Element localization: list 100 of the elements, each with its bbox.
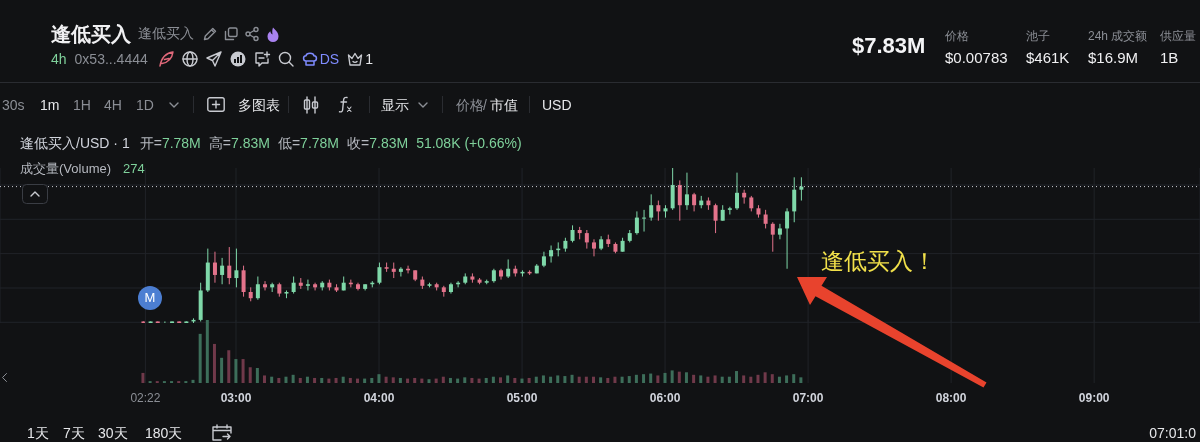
bar [534, 376, 538, 383]
bar [413, 377, 417, 383]
bar [377, 374, 381, 383]
bar [220, 357, 224, 383]
candlestick [634, 210, 639, 236]
text: 市值 [490, 97, 518, 113]
bar [506, 375, 510, 383]
bar [270, 376, 274, 383]
bar [191, 379, 195, 383]
bar [398, 377, 402, 383]
bar [327, 378, 331, 383]
bar [255, 367, 259, 383]
text: 价格 [945, 28, 969, 44]
annotation: 274 [123, 160, 145, 178]
bar [770, 374, 774, 383]
text: 池子 [1026, 28, 1050, 44]
candlestick [398, 266, 403, 277]
bar [777, 376, 781, 383]
bar [599, 377, 603, 383]
candlestick [506, 258, 511, 279]
candlestick [227, 246, 232, 285]
bar [212, 343, 216, 383]
bar [563, 376, 567, 383]
bar [756, 374, 760, 383]
bar [713, 375, 717, 383]
text: 30s [2, 97, 25, 113]
bar [491, 376, 495, 383]
candlestick [263, 280, 268, 291]
candlestick [777, 223, 782, 240]
text: 价格 [456, 97, 484, 113]
bar [363, 378, 367, 383]
candlestick [549, 245, 554, 264]
text: 24h 成交额 [1088, 28, 1148, 44]
candlestick [377, 262, 382, 285]
candlestick [591, 238, 596, 257]
bar [606, 377, 610, 383]
x-tick-label: 06:00 [649, 391, 681, 405]
bar [234, 359, 238, 383]
candlestick [305, 279, 310, 291]
x-tick-label: 02:22 [130, 391, 161, 405]
chart-title: 成交量(Volume) [20, 160, 112, 178]
text: 1 [365, 51, 373, 67]
bar [141, 372, 145, 383]
candlestick [727, 206, 732, 215]
bar [541, 375, 545, 383]
text: 180天 [145, 425, 183, 441]
bar [613, 376, 617, 383]
bar [384, 376, 388, 383]
bar [584, 376, 588, 383]
candlestick [799, 176, 804, 202]
bar [799, 377, 803, 383]
text: $0.00783 [945, 49, 1008, 66]
bar [670, 370, 674, 383]
candlestick [584, 229, 589, 250]
x-tick-label: 05:00 [506, 391, 538, 405]
candlestick [313, 282, 318, 291]
bar [706, 376, 710, 383]
bar [341, 376, 345, 383]
candlestick [241, 265, 246, 298]
bar [370, 377, 374, 383]
candlestick [763, 209, 768, 229]
bar [484, 377, 488, 383]
text: 7天 [63, 425, 85, 441]
bar [391, 377, 395, 383]
bar [513, 377, 517, 383]
bar [577, 376, 581, 383]
text: 51.08K (+0.66%) [416, 135, 522, 151]
bar [792, 374, 796, 383]
candlestick [234, 248, 239, 288]
text: 0x53...4444 [74, 51, 148, 67]
bar [477, 378, 481, 383]
annotation: 逢低买入！ [821, 248, 936, 274]
bar [642, 374, 646, 383]
bar [463, 377, 467, 383]
text: 07:01:0 [1149, 425, 1196, 441]
text: 逢低买入 [51, 22, 131, 46]
bar [520, 378, 524, 383]
bar [749, 376, 753, 383]
bar [527, 377, 531, 383]
bar [284, 376, 288, 383]
bar [227, 350, 231, 383]
text: 1天 [27, 425, 49, 441]
bar [420, 378, 424, 383]
bar [649, 373, 653, 383]
bar [742, 375, 746, 383]
x-tick-label: 04:00 [363, 391, 395, 405]
text: 1D [136, 97, 154, 113]
annotation: M [143, 290, 157, 306]
bar [763, 372, 767, 383]
bar [277, 377, 281, 383]
text: 30天 [98, 425, 128, 441]
bar [663, 372, 667, 383]
candlestick [656, 200, 661, 222]
candlestick [770, 221, 775, 253]
text: 显示 [381, 97, 409, 113]
bar [727, 376, 731, 383]
bar [434, 378, 438, 383]
bar [406, 378, 410, 383]
text: 供应量 [1160, 28, 1196, 44]
candlestick [785, 207, 790, 270]
